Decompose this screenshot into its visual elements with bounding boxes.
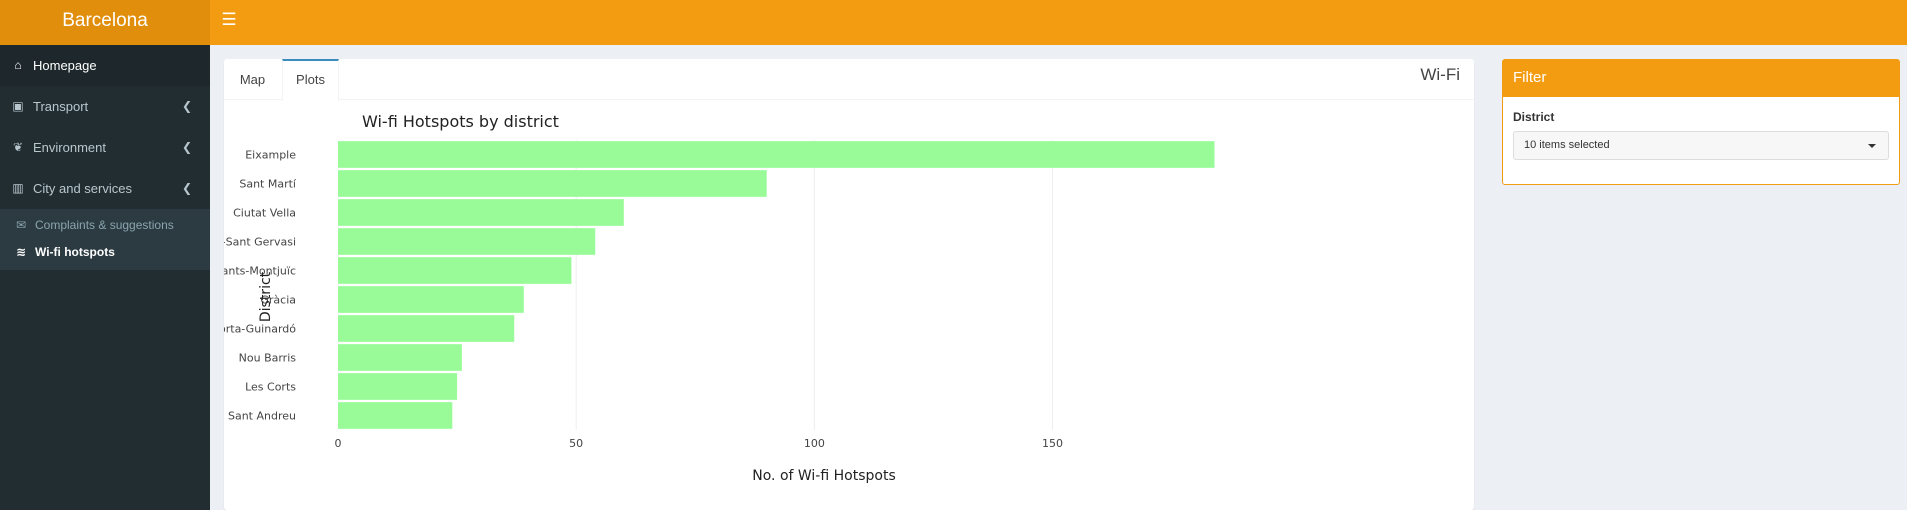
- y-axis-title: District: [258, 271, 274, 322]
- bar-sant-andreu[interactable]: [338, 402, 452, 429]
- box-title: Wi-Fi: [1420, 65, 1460, 85]
- district-select[interactable]: 10 items selected: [1513, 131, 1889, 160]
- city-services-submenu: ✉ Complaints & suggestions ≋ Wi-fi hotsp…: [0, 209, 210, 270]
- sidebar-subitem-complaints[interactable]: ✉ Complaints & suggestions: [0, 212, 210, 239]
- tab-bar: Map Plots Wi-Fi: [224, 59, 1474, 100]
- bar-eixample[interactable]: [338, 141, 1214, 168]
- x-tick-label: 50: [569, 437, 583, 450]
- chevron-left-icon: ❮: [182, 127, 192, 168]
- x-tick-label: 150: [1042, 437, 1063, 450]
- caret-down-icon: [1868, 144, 1876, 148]
- bar-sants-montju-c[interactable]: [338, 257, 571, 284]
- leaf-icon: ❦: [10, 127, 26, 168]
- sidebar: ⌂ Homepage ▣ Transport ❮ ❦ Environment ❮…: [0, 45, 210, 510]
- chart-svg: 0 50 100 150 Eixample Sant Martí Ciutat Vella S…: [224, 100, 1474, 510]
- bar-sant-mart-[interactable]: [338, 170, 767, 197]
- sidebar-item-environment[interactable]: ❦ Environment ❮: [0, 127, 210, 168]
- sidebar-subitem-label: Wi-fi hotspots: [35, 245, 115, 259]
- home-icon: ⌂: [10, 45, 26, 86]
- filter-box: Filter District 10 items selected: [1502, 59, 1900, 185]
- sidebar-item-label: Homepage: [33, 58, 97, 73]
- bar-ciutat-vella[interactable]: [338, 199, 624, 226]
- sidebar-subitem-label: Complaints & suggestions: [35, 218, 174, 232]
- x-tick-label: 0: [335, 437, 342, 450]
- sidebar-subitem-wifi-hotspots[interactable]: ≋ Wi-fi hotspots: [0, 239, 210, 266]
- main-box: Map Plots Wi-Fi 0 50 100 150 Eixample Sant Ma…: [224, 59, 1474, 510]
- top-header: Barcelona ☰: [0, 0, 1907, 45]
- bar-sarri-sant-gervasi[interactable]: [338, 228, 595, 255]
- filter-title: Filter: [1503, 60, 1899, 97]
- y-tick-label: Nou Barris: [239, 352, 297, 365]
- tab-plots[interactable]: Plots: [282, 59, 339, 101]
- sidebar-item-homepage[interactable]: ⌂ Homepage: [0, 45, 210, 86]
- bar-horta-guinard-[interactable]: [338, 315, 514, 342]
- bar-nou-barris[interactable]: [338, 344, 462, 371]
- y-tick-label: Les Corts: [245, 381, 296, 394]
- y-tick-label: Eixample: [245, 149, 296, 162]
- y-tick-label: Sant Martí: [239, 178, 297, 191]
- sidebar-item-label: City and services: [33, 181, 132, 196]
- app-logo[interactable]: Barcelona: [0, 0, 210, 45]
- wifi-bar-chart: 0 50 100 150 Eixample Sant Martí Ciutat Vella S…: [224, 100, 1474, 510]
- envelope-icon: ✉: [13, 212, 29, 239]
- y-tick-label: Ciutat Vella: [233, 207, 296, 220]
- x-tick-label: 100: [804, 437, 825, 450]
- bus-icon: ▣: [10, 86, 26, 127]
- bar-les-corts[interactable]: [338, 373, 457, 400]
- sidebar-item-label: Transport: [33, 99, 88, 114]
- x-axis-title: No. of Wi-fi Hotspots: [752, 468, 896, 484]
- hamburger-icon[interactable]: ☰: [214, 0, 244, 45]
- district-label: District: [1513, 110, 1554, 124]
- y-tick-label: Sant Andreu: [228, 410, 296, 423]
- sidebar-item-label: Environment: [33, 140, 106, 155]
- bars-layer: [338, 141, 1214, 429]
- sidebar-item-city-services[interactable]: ▥ City and services ❮: [0, 168, 210, 209]
- chevron-left-icon: ❮: [182, 86, 192, 127]
- sidebar-item-transport[interactable]: ▣ Transport ❮: [0, 86, 210, 127]
- y-tick-label: Sarrià-Sant Gervasi: [224, 236, 296, 249]
- bar-gr-cia[interactable]: [338, 286, 524, 313]
- chevron-left-icon: ❮: [182, 168, 192, 209]
- wifi-icon: ≋: [13, 239, 29, 266]
- chart-title: Wi-fi Hotspots by district: [362, 112, 559, 131]
- tab-map[interactable]: Map: [224, 59, 281, 100]
- district-select-value: 10 items selected: [1524, 139, 1610, 151]
- building-icon: ▥: [10, 168, 26, 209]
- y-tick-label: Horta-Guinardó: [224, 323, 296, 336]
